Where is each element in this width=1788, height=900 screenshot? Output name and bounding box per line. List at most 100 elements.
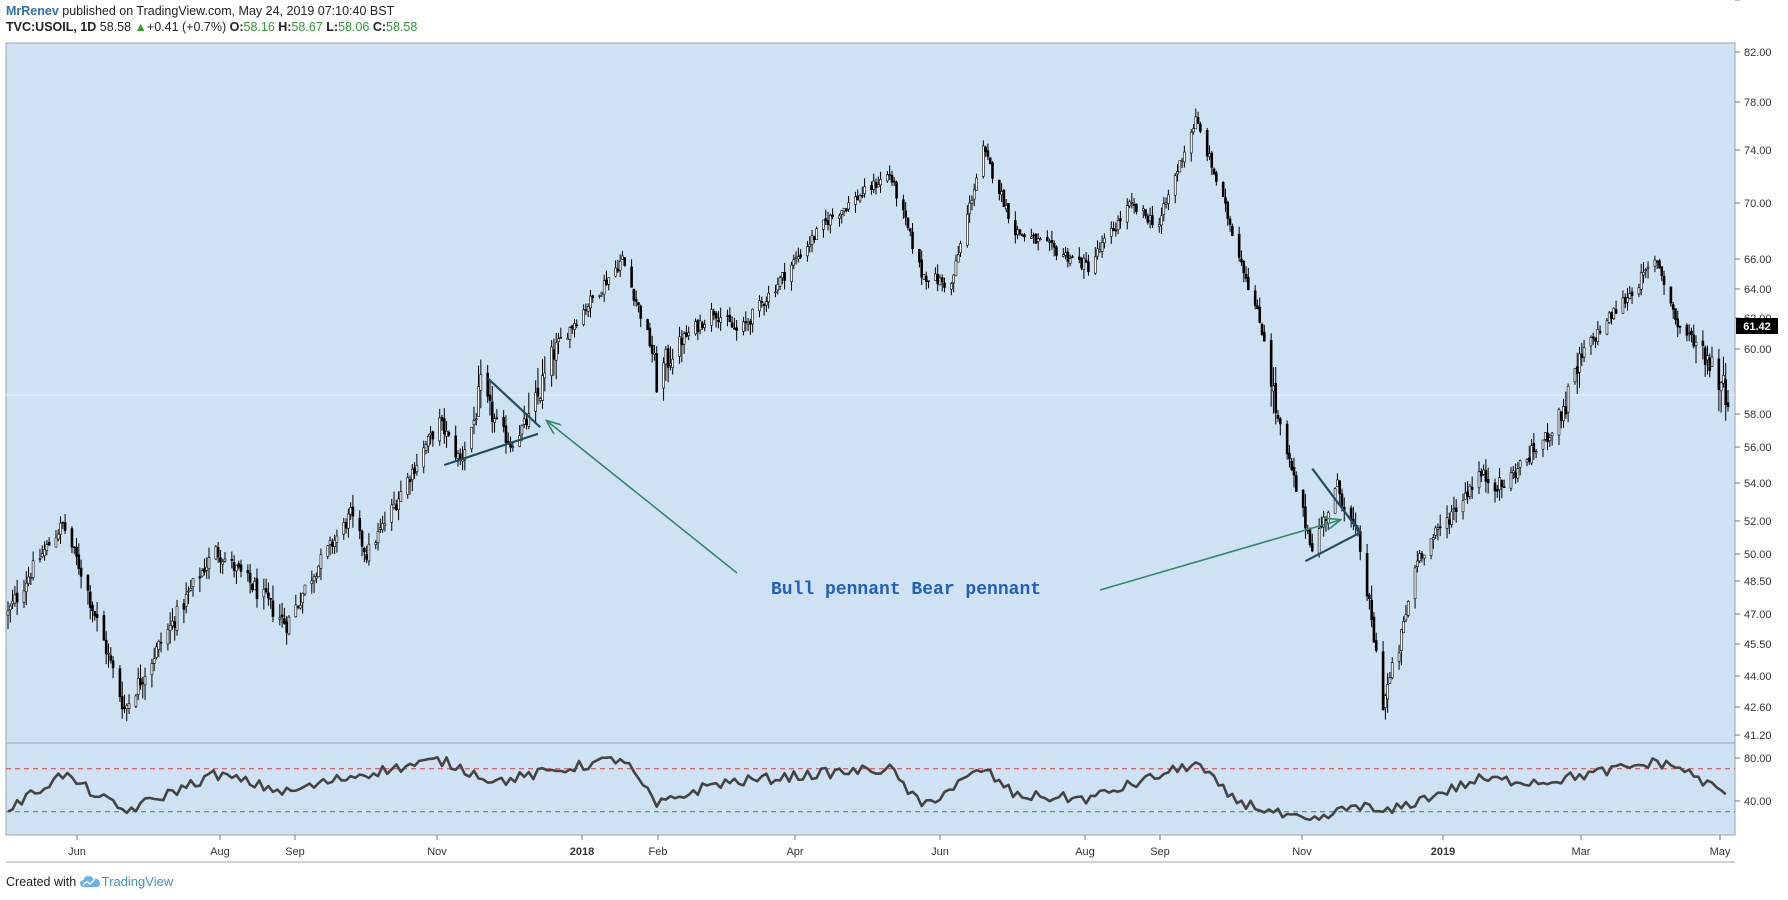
candle-body <box>1530 445 1533 464</box>
candle-body <box>712 311 716 316</box>
candle-body <box>1290 460 1294 470</box>
candle-body <box>1671 304 1675 310</box>
candle-body <box>296 606 300 608</box>
candle-body <box>543 372 547 379</box>
candle-body <box>495 417 499 419</box>
candle-body <box>904 210 907 218</box>
price-chart[interactable]: 82.0078.0074.0070.0066.0064.0062.0060.00… <box>0 0 1788 870</box>
candle-body <box>1454 507 1458 512</box>
candle-body <box>6 610 10 616</box>
price-tick-label: 58.00 <box>1744 409 1772 421</box>
candle-body <box>954 260 958 277</box>
pennant-trendlines[interactable] <box>443 377 1362 563</box>
price-tick-label: 50.00 <box>1744 549 1772 561</box>
candle-body <box>1032 234 1035 237</box>
candle-body <box>1167 194 1170 204</box>
candle-body <box>166 629 170 645</box>
candle-body <box>120 696 124 710</box>
candle-body <box>1112 228 1115 232</box>
candle-body <box>666 348 670 368</box>
candle-body <box>1580 353 1584 359</box>
candle-body <box>698 320 702 331</box>
candle-body <box>1014 220 1017 236</box>
candle-body <box>1368 594 1371 599</box>
candle-body <box>479 374 483 391</box>
candle-body <box>251 583 254 591</box>
candle-body <box>1450 511 1453 525</box>
candle-body <box>1694 341 1698 346</box>
candle-body <box>29 577 33 579</box>
candle-body <box>778 277 782 287</box>
candle-body <box>1208 153 1211 157</box>
candle-body <box>792 259 796 266</box>
candle-body <box>879 179 882 186</box>
candle-body <box>70 528 74 548</box>
candle-body <box>582 309 585 325</box>
candle-body <box>1372 616 1376 643</box>
candle-body <box>586 306 590 312</box>
time-axis[interactable]: Jun Aug Sep Nov 2018 Feb Apr Jun Aug Sep Nov 2019 Ma… <box>68 835 1731 858</box>
candle-body <box>1500 479 1504 487</box>
price-tick-label: 47.00 <box>1744 609 1772 621</box>
candle-body <box>1189 132 1193 154</box>
candle-body <box>1068 258 1072 264</box>
candle-body <box>1400 629 1403 651</box>
pennant-annotation[interactable]: Bull pennant Bear pennant <box>771 580 1041 600</box>
candle-body <box>230 559 234 561</box>
candle-body <box>1130 201 1134 204</box>
candle-body <box>744 321 748 323</box>
candle-body <box>1258 306 1262 323</box>
candle-body <box>431 431 435 440</box>
candle-body <box>109 655 113 661</box>
candle-body <box>287 616 291 635</box>
price-tick-label: 40.00 <box>1744 0 1772 3</box>
candle-body <box>415 465 419 473</box>
time-tick-label: 2018 <box>570 846 594 858</box>
author-link[interactable]: MrRenev <box>6 4 59 18</box>
published-text: published on TradingView.com, May 24, 20… <box>62 4 395 18</box>
time-tick-label: Nov <box>427 846 447 858</box>
candle-body <box>424 444 428 451</box>
candle-body <box>1247 276 1250 291</box>
candle-body <box>1034 233 1038 244</box>
candle-body <box>1717 358 1721 390</box>
candle-body <box>1260 323 1264 335</box>
candle-body <box>1653 259 1657 267</box>
candle-body <box>223 558 227 562</box>
candle-body <box>1575 366 1579 375</box>
candle-body <box>860 195 864 197</box>
candle-body <box>1338 480 1341 495</box>
candle-body <box>1630 291 1634 296</box>
candle-body <box>155 646 158 658</box>
candle-body <box>591 295 595 298</box>
candle-body <box>278 617 282 620</box>
candle-body <box>648 327 652 346</box>
candle-body <box>317 565 320 578</box>
candle-body <box>1183 151 1186 163</box>
candle-body <box>557 338 560 343</box>
candle-body <box>1087 261 1090 273</box>
candle-body <box>75 546 78 557</box>
price-tick-label: 82.00 <box>1744 47 1772 59</box>
candle-body <box>1562 406 1565 422</box>
bear-pennant-arrow[interactable] <box>1099 520 1340 591</box>
bull-pennant-arrow[interactable] <box>547 421 738 574</box>
current-price-badge: 61.42 <box>1736 318 1778 334</box>
candle-body <box>1676 318 1680 328</box>
candle-body <box>616 268 620 272</box>
tradingview-logo[interactable]: TradingView <box>79 874 173 889</box>
candle-body <box>271 600 275 617</box>
candle-body <box>447 432 451 436</box>
candle-body <box>1461 500 1465 513</box>
symbol-label[interactable]: TVC:USOIL, 1D <box>6 20 97 34</box>
candle-body <box>1151 215 1154 226</box>
time-tick-label: Aug <box>210 846 230 858</box>
candle-body <box>1322 516 1325 528</box>
main-pane[interactable] <box>5 42 1736 744</box>
candle-body <box>365 554 368 560</box>
candle-body <box>1470 486 1474 490</box>
candle-body <box>1336 479 1339 487</box>
price-axis[interactable]: 82.0078.0074.0070.0066.0064.0062.0060.00… <box>1735 0 1772 742</box>
candle-body <box>639 305 643 319</box>
candle-body <box>1445 517 1449 529</box>
